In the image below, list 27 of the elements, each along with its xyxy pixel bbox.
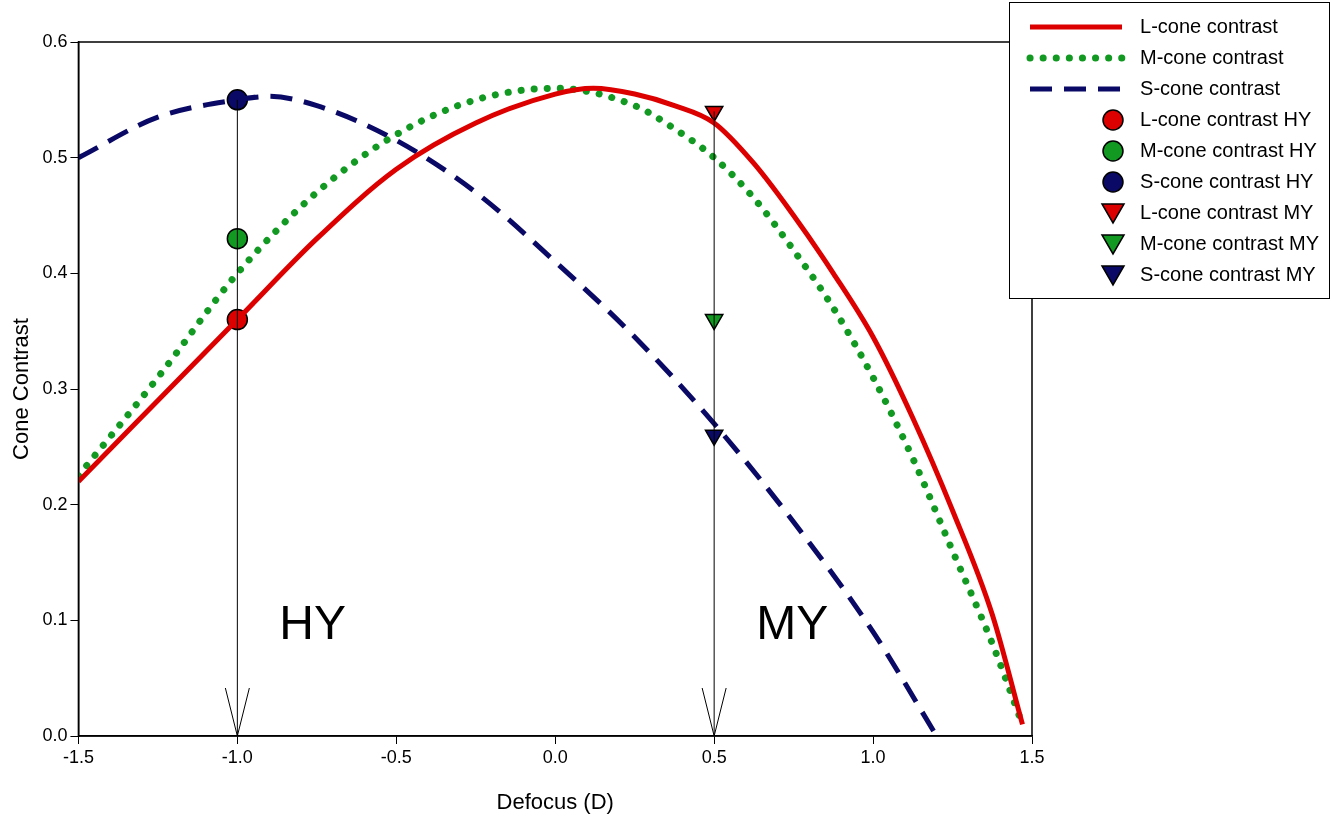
y-axis-title: Cone Contrast (8, 318, 34, 460)
y-tick-label: 0.0 (42, 724, 68, 745)
y-tick-label: 0.5 (42, 146, 68, 167)
legend-label: M-cone contrast MY (1140, 232, 1319, 255)
y-tick-label: 0.6 (42, 30, 68, 51)
x-axis-title: Defocus (D) (496, 788, 614, 814)
legend-label: L-cone contrast (1140, 15, 1278, 38)
legend-label: S-cone contrast HY (1140, 170, 1314, 193)
y-tick-label: 0.4 (42, 262, 68, 283)
x-tick-label: -1.5 (62, 746, 94, 767)
x-tick-label: 0.0 (542, 746, 568, 767)
legend-label: M-cone contrast HY (1140, 139, 1317, 162)
x-tick-label: 1.5 (1019, 746, 1045, 767)
x-tick-label: -0.5 (380, 746, 412, 767)
legend-label: M-cone contrast (1140, 46, 1284, 69)
y-tick-label: 0.3 (42, 377, 68, 398)
legend-label: S-cone contrast MY (1140, 263, 1316, 286)
x-tick-label: 0.5 (701, 746, 727, 767)
y-tick-label: 0.2 (42, 493, 68, 514)
annotation: MY (756, 596, 829, 650)
y-tick-label: 0.1 (42, 609, 68, 630)
x-tick-label: -1.0 (221, 746, 253, 767)
annotation: HY (279, 596, 347, 650)
legend-label: L-cone contrast HY (1140, 108, 1312, 131)
legend-label: L-cone contrast MY (1140, 201, 1314, 224)
legend-label: S-cone contrast (1140, 77, 1281, 100)
x-tick-label: 1.0 (860, 746, 886, 767)
